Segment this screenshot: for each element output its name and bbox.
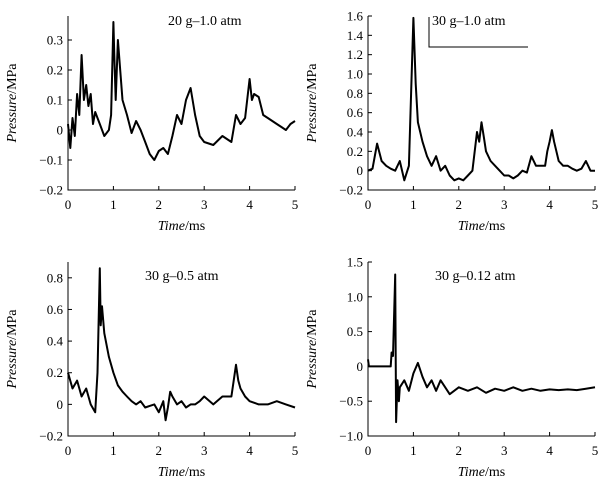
x-tick-label: 2 xyxy=(156,443,163,458)
panel-20g-1atm: −0.2−0.100.10.20.30 1 2 3 4 5Time/msPressure/… xyxy=(5,14,298,234)
y-tick-label: 1.0 xyxy=(347,67,363,82)
x-axis-label: Time/ms xyxy=(158,219,205,234)
x-tick-label: 0 xyxy=(365,443,372,458)
x-tick-label: 3 xyxy=(201,197,208,212)
pressure-trace xyxy=(367,16,595,182)
pressure-trace xyxy=(67,267,296,422)
x-axis-label-unit: /ms xyxy=(185,219,205,234)
condition-annotation: 30 g–0.12 atm xyxy=(435,269,516,284)
y-tick-label: −0.2 xyxy=(339,183,363,198)
y-tick-label: 0 xyxy=(57,123,64,138)
y-axis-label: Pressure/MPa xyxy=(305,309,320,390)
y-tick-label: 0.6 xyxy=(47,302,64,317)
x-axis-label-quantity: Time xyxy=(458,219,485,234)
x-tick-label: 2 xyxy=(156,197,163,212)
y-axis-label-quantity: Pressure xyxy=(5,340,20,390)
y-tick-label: 0.4 xyxy=(47,334,64,349)
panel-30g-0.5atm: −0.200.20.40.60.80 1 2 3 4 5Time/msPressure/M… xyxy=(5,262,298,480)
x-axis-label-unit: /ms xyxy=(485,465,505,480)
y-tick-label: 0.3 xyxy=(47,33,63,48)
x-tick-label: 2 xyxy=(456,443,463,458)
x-tick-label: 4 xyxy=(246,443,253,458)
y-axis-label-unit: /MPa xyxy=(305,309,320,340)
x-tick-label: 1 xyxy=(110,197,117,212)
y-axis-label-unit: /MPa xyxy=(5,63,20,94)
x-tick-label: 3 xyxy=(201,443,208,458)
x-tick-label: 1 xyxy=(110,443,117,458)
y-tick-label: 1.5 xyxy=(347,255,363,270)
y-tick-label: 0 xyxy=(57,397,64,412)
x-axis-label: Time/ms xyxy=(458,219,505,234)
panel-30g-1atm: −0.200.20.40.60.81.01.21.41.60 1 2 3 4 5Time/… xyxy=(305,9,598,235)
condition-annotation: 30 g–0.5 atm xyxy=(145,269,219,284)
x-tick-label: 1 xyxy=(410,197,417,212)
x-tick-label: 5 xyxy=(592,197,599,212)
y-tick-label: 0 xyxy=(357,359,364,374)
axes-frame xyxy=(67,262,295,437)
x-tick-label: 5 xyxy=(592,443,599,458)
y-axis-label-quantity: Pressure xyxy=(305,340,320,390)
y-axis-label: Pressure/MPa xyxy=(305,63,320,144)
y-tick-label: −0.5 xyxy=(339,394,363,409)
pressure-trace xyxy=(367,273,596,424)
y-tick-label: 0.6 xyxy=(347,105,364,120)
x-axis-label: Time/ms xyxy=(458,465,505,480)
x-tick-label: 1 xyxy=(410,443,417,458)
y-axis-label-unit: /MPa xyxy=(5,309,20,340)
x-tick-label: 4 xyxy=(546,197,553,212)
y-tick-label: 0.2 xyxy=(47,63,63,78)
axes-frame xyxy=(367,262,595,437)
y-tick-label: 1.6 xyxy=(347,9,364,24)
x-tick-label: 5 xyxy=(292,443,299,458)
y-tick-label: 0.2 xyxy=(347,144,363,159)
y-tick-label: 1.4 xyxy=(347,28,364,43)
scale-bar xyxy=(428,17,528,48)
y-axis-label: Pressure/MPa xyxy=(5,63,20,144)
x-tick-label: 0 xyxy=(65,197,72,212)
y-tick-label: 0 xyxy=(357,163,364,178)
y-tick-label: −1.0 xyxy=(339,429,363,444)
y-tick-label: −0.1 xyxy=(39,153,63,168)
x-tick-label: 4 xyxy=(246,197,253,212)
y-axis-label-quantity: Pressure xyxy=(5,94,20,144)
x-tick-label: 3 xyxy=(501,197,508,212)
y-tick-label: 0.2 xyxy=(47,365,63,380)
condition-annotation: 30 g–1.0 atm xyxy=(432,14,506,29)
x-tick-label: 0 xyxy=(365,197,372,212)
y-tick-label: 0.4 xyxy=(347,125,364,140)
panel-30g-0.12atm: −1.0−0.500.51.01.50 1 2 3 4 5Time/msPressure/… xyxy=(305,255,598,481)
x-axis-label-quantity: Time xyxy=(158,219,185,234)
x-tick-label: 5 xyxy=(292,197,299,212)
y-tick-label: 1.0 xyxy=(347,289,363,304)
y-axis-label-unit: /MPa xyxy=(305,63,320,94)
x-axis-label: Time/ms xyxy=(158,465,205,480)
y-tick-label: 0.1 xyxy=(47,93,63,108)
y-tick-label: 0.5 xyxy=(347,324,363,339)
y-tick-label: 0.8 xyxy=(47,270,63,285)
x-axis-label-quantity: Time xyxy=(458,465,485,480)
y-tick-label: 1.2 xyxy=(347,47,363,62)
y-tick-label: −0.2 xyxy=(39,183,63,198)
y-tick-label: 0.8 xyxy=(347,86,363,101)
condition-annotation: 20 g–1.0 atm xyxy=(168,14,242,29)
pressure-trace xyxy=(67,21,296,161)
y-axis-label: Pressure/MPa xyxy=(5,309,20,390)
y-tick-label: −0.2 xyxy=(39,429,63,444)
x-tick-label: 4 xyxy=(546,443,553,458)
x-tick-label: 0 xyxy=(65,443,72,458)
x-tick-label: 2 xyxy=(456,197,463,212)
x-tick-label: 3 xyxy=(501,443,508,458)
y-axis-label-quantity: Pressure xyxy=(305,94,320,144)
x-axis-label-quantity: Time xyxy=(158,465,185,480)
x-axis-label-unit: /ms xyxy=(485,219,505,234)
x-axis-label-unit: /ms xyxy=(185,465,205,480)
